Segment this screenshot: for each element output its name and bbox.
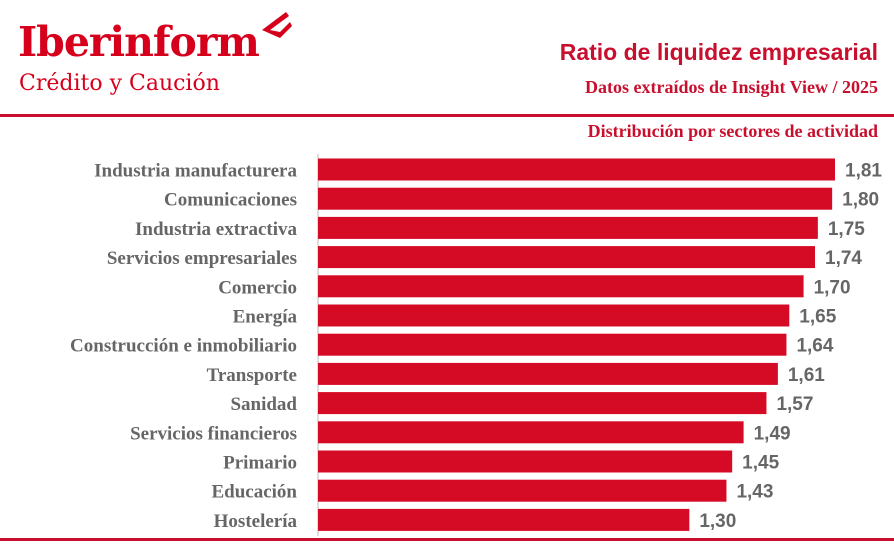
data-label: 1,74 — [825, 248, 862, 269]
data-label: 1,80 — [842, 190, 879, 211]
bar — [318, 304, 790, 327]
top-divider — [0, 114, 894, 117]
bar — [318, 246, 816, 269]
bar — [318, 362, 778, 385]
category-label: Industria extractiva — [135, 219, 298, 240]
bar — [318, 450, 733, 473]
logo-arrow-icon — [262, 12, 292, 38]
data-label: 1,49 — [754, 423, 791, 444]
bar — [318, 187, 833, 210]
bar — [318, 392, 767, 415]
data-label: 1,75 — [828, 219, 865, 240]
category-label: Industria manufacturera — [94, 161, 297, 182]
category-label: Construcción e inmobiliario — [70, 336, 297, 357]
category-label: Comercio — [218, 277, 297, 298]
category-label: Comunicaciones — [164, 190, 297, 211]
data-label: 1,43 — [736, 482, 773, 503]
category-label: Hostelería — [214, 511, 298, 532]
chart-header: Ratio de liquidez empresarial Datos extr… — [560, 38, 878, 98]
data-label: 1,65 — [799, 307, 836, 328]
logo-wordmark: Iberinform — [18, 18, 260, 66]
data-label: 1,57 — [776, 394, 813, 415]
iberinform-logo: Iberinform Crédito y Caución — [18, 8, 318, 108]
category-label: Servicios financieros — [130, 423, 297, 444]
bar — [318, 158, 835, 181]
category-label: Primario — [223, 453, 297, 474]
bar-chart: Industria manufacturera 1,81 Comunicacione… — [70, 154, 882, 536]
chart-title: Ratio de liquidez empresarial — [559, 39, 878, 65]
bar — [318, 216, 818, 239]
data-label: 1,45 — [742, 453, 779, 474]
category-label: Energía — [233, 307, 298, 328]
category-label: Transporte — [207, 365, 297, 386]
bar — [318, 275, 804, 298]
data-label: 1,30 — [699, 511, 736, 532]
logo-tagline: Crédito y Caución — [19, 71, 220, 96]
category-label: Servicios empresariales — [107, 248, 297, 269]
bar — [318, 508, 690, 531]
bar — [318, 421, 744, 444]
bottom-divider — [0, 538, 894, 541]
bar — [318, 333, 787, 356]
data-label: 1,61 — [788, 365, 825, 386]
data-label: 1,64 — [796, 336, 833, 357]
chart-subtitle: Datos extraídos de Insight View / 2025 — [584, 77, 878, 97]
category-label: Sanidad — [230, 394, 297, 415]
bar — [318, 479, 727, 502]
data-label: 1,70 — [814, 277, 851, 298]
chart-section-title: Distribución por sectores de actividad — [587, 121, 878, 141]
category-label: Educación — [211, 482, 297, 503]
data-label: 1,81 — [845, 161, 882, 182]
